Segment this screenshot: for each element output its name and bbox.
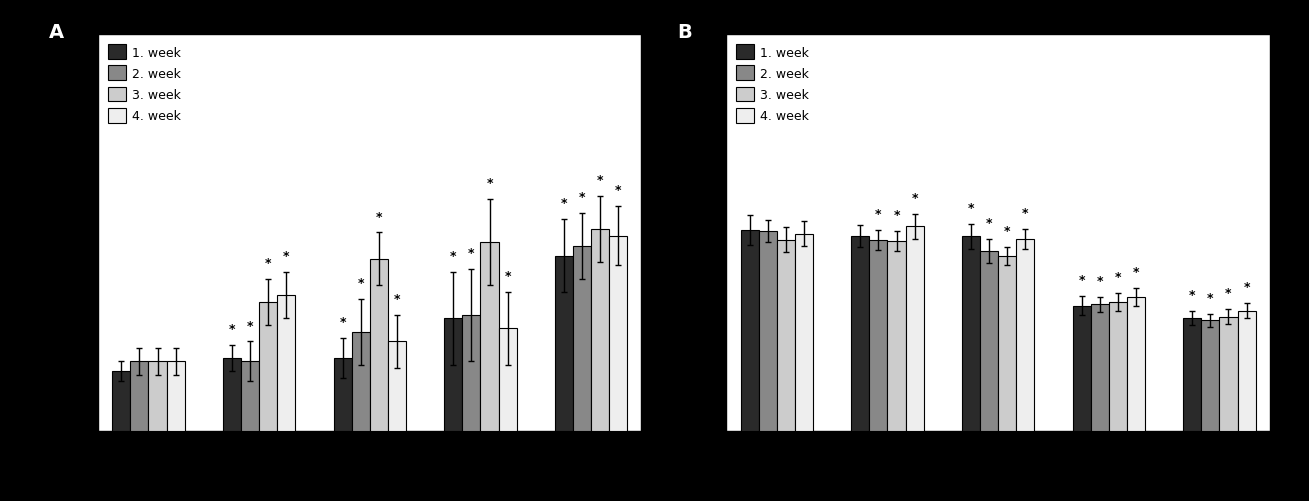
Bar (387, 342, 406, 431)
Bar (573, 246, 592, 431)
Text: *: * (1189, 288, 1195, 301)
Text: *: * (504, 270, 511, 283)
Bar (1183, 318, 1202, 431)
Bar (480, 243, 499, 431)
Text: B: B (678, 23, 692, 42)
Bar (555, 256, 573, 431)
Text: *: * (597, 174, 603, 187)
Y-axis label: GSH:GSSG ratio: GSH:GSSG ratio (666, 178, 679, 288)
Bar (352, 332, 370, 431)
Text: *: * (579, 190, 585, 203)
Text: *: * (469, 246, 475, 260)
Text: *: * (876, 207, 882, 220)
Bar (888, 241, 906, 431)
Text: *: * (1097, 275, 1103, 288)
Bar (592, 229, 609, 431)
Text: *: * (1079, 273, 1085, 286)
Bar (869, 240, 888, 431)
Bar (1109, 302, 1127, 431)
Bar (113, 371, 131, 431)
Text: *: * (229, 322, 236, 335)
Bar (776, 240, 795, 431)
Bar (223, 358, 241, 431)
Text: *: * (1114, 271, 1121, 284)
Text: A: A (50, 23, 64, 42)
Text: *: * (1022, 206, 1029, 219)
Bar (259, 302, 278, 431)
Bar (1127, 297, 1145, 431)
Bar (1237, 311, 1255, 431)
Bar (131, 362, 148, 431)
Bar (278, 296, 296, 431)
Bar (741, 230, 759, 431)
Bar (148, 362, 166, 431)
Text: *: * (615, 184, 622, 197)
Bar (1090, 305, 1109, 431)
Bar (999, 257, 1016, 431)
Bar (759, 232, 776, 431)
Bar (334, 358, 352, 431)
Text: *: * (450, 249, 457, 263)
X-axis label: Applied concentration of E₂ (μg/L): Applied concentration of E₂ (μg/L) (253, 461, 487, 475)
Text: *: * (394, 293, 401, 306)
Text: *: * (986, 216, 992, 229)
Text: *: * (376, 210, 382, 223)
Bar (462, 316, 480, 431)
Text: *: * (357, 276, 364, 289)
Text: *: * (1132, 266, 1139, 279)
Bar (851, 236, 869, 431)
Text: *: * (264, 257, 271, 269)
Bar (962, 236, 980, 431)
Bar (1072, 306, 1090, 431)
Legend: 1. week, 2. week, 3. week, 4. week: 1. week, 2. week, 3. week, 4. week (733, 41, 813, 127)
Text: *: * (893, 209, 899, 222)
Text: *: * (1004, 225, 1011, 238)
Bar (1220, 317, 1237, 431)
Bar (1202, 321, 1220, 431)
Bar (980, 252, 999, 431)
Text: *: * (560, 197, 567, 210)
Legend: 1. week, 2. week, 3. week, 4. week: 1. week, 2. week, 3. week, 4. week (105, 41, 185, 127)
Text: *: * (339, 316, 346, 329)
Bar (499, 329, 517, 431)
Bar (609, 236, 627, 431)
Text: *: * (911, 191, 918, 204)
Text: *: * (1244, 281, 1250, 294)
Bar (444, 319, 462, 431)
Bar (795, 234, 813, 431)
X-axis label: Applied concentration of E₂ (μg/L): Applied concentration of E₂ (μg/L) (881, 461, 1115, 475)
Bar (166, 362, 185, 431)
Bar (241, 362, 259, 431)
Bar (906, 227, 924, 431)
Y-axis label: Metallothionein (μg/mg of total protein): Metallothionein (μg/mg of total protein) (46, 96, 60, 370)
Text: *: * (1225, 287, 1232, 300)
Bar (370, 260, 387, 431)
Text: *: * (967, 201, 974, 214)
Bar (1016, 239, 1034, 431)
Text: *: * (1207, 292, 1213, 305)
Text: *: * (283, 249, 289, 263)
Text: *: * (486, 177, 492, 190)
Text: *: * (247, 319, 254, 332)
